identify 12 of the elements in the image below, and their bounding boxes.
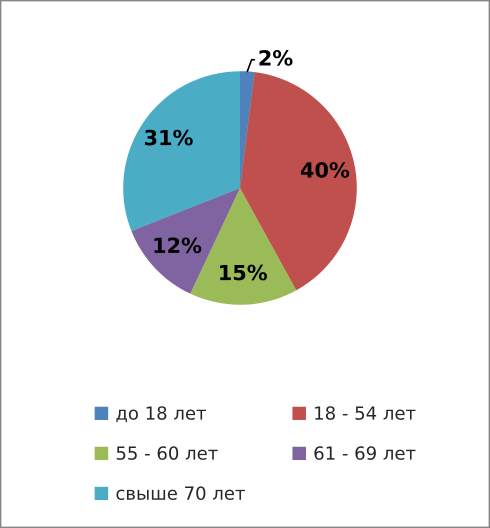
legend-label: 18 - 54 лет	[315, 406, 416, 420]
legend-label: 61 - 69 лет	[314, 446, 416, 460]
legend-label: свыше 70 лет	[116, 486, 245, 500]
data-label: 2%	[259, 50, 293, 66]
data-label: 40%	[300, 162, 350, 178]
data-label: 12%	[154, 237, 202, 254]
data-label: 15%	[220, 264, 267, 280]
data-label: 31%	[144, 130, 193, 146]
legend-label: 55 - 60 лет	[116, 446, 218, 460]
pie-slice	[240, 71, 255, 188]
legend-label: до 18 лет	[116, 406, 206, 422]
pie-slice	[123, 71, 240, 231]
